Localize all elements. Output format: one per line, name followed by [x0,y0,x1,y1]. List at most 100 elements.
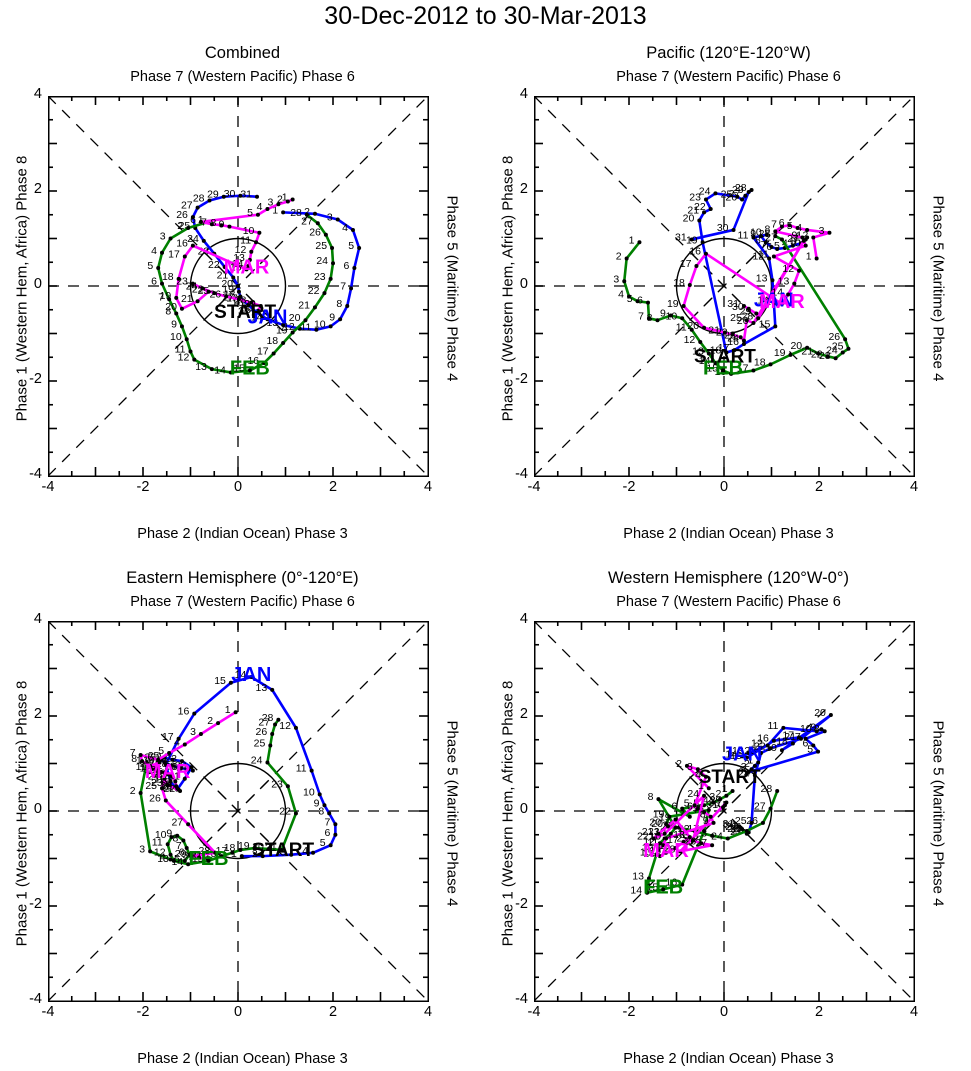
day-label: 23 [689,192,701,204]
day-label: 13 [732,745,744,757]
day-marker [756,760,761,765]
day-label: 14 [251,311,263,323]
day-marker [787,223,792,228]
y-tick-label: 0 [519,276,528,292]
day-label: 22 [308,285,320,297]
day-marker [178,789,183,794]
day-marker [228,370,233,375]
day-marker [181,838,186,843]
day-label: 25 [676,832,688,844]
day-marker [179,759,184,764]
day-marker [622,279,627,284]
day-label: 1 [698,780,704,792]
day-marker [270,732,275,737]
day-label: 17 [782,729,794,741]
day-label: 27 [148,755,160,767]
day-marker [265,317,270,322]
y-tick-label: 2 [33,181,42,197]
day-marker [160,281,164,286]
day-marker [247,368,252,373]
day-marker [333,822,338,827]
day-label: 26 [725,192,737,204]
diagonal-divider-1 [203,776,429,1002]
trajectory-feb [156,213,335,374]
day-marker [725,836,730,841]
day-label: 12 [684,334,696,346]
day-label: 1 [272,204,278,216]
day-label: 2 [130,785,136,797]
day-label: 1 [282,192,288,204]
day-label: 21 [181,293,193,305]
day-label: 28 [156,758,168,770]
day-label: 20 [790,340,802,352]
day-marker [247,257,252,262]
day-marker [797,268,802,273]
unit-circle [189,237,287,335]
day-marker [681,303,686,308]
day-label: 2 [744,758,750,770]
day-marker [236,289,241,294]
day-label: 28 [199,845,211,857]
day-marker [657,841,662,846]
unit-circle [675,762,773,860]
day-label: 3 [709,791,715,803]
day-marker [252,846,257,851]
day-label: 9 [171,318,177,330]
day-marker [266,847,271,851]
day-marker [190,281,195,286]
day-marker [814,729,819,734]
day-marker [768,362,773,367]
day-label: 5 [684,797,690,809]
day-marker [656,831,661,836]
day-label: 29 [207,189,219,201]
day-marker [759,751,764,756]
day-marker [258,303,263,308]
day-marker [330,246,335,250]
day-marker [706,351,711,356]
day-label: 8 [814,723,820,735]
day-label: 24 [316,255,328,267]
day-marker [801,238,806,243]
panel-title: Eastern Hemisphere (0°-120°E) [126,569,359,587]
day-marker [357,246,362,250]
day-marker [770,278,775,283]
day-label: 27 [765,231,777,243]
day-marker [238,847,243,852]
day-marker [154,768,159,773]
day-label: 10 [155,829,167,841]
x-tick-label: 0 [233,479,243,495]
day-marker [754,311,759,316]
day-label: 14 [214,364,226,376]
day-label: 7 [771,219,777,231]
day-label: 21 [801,345,813,357]
day-marker [230,850,235,855]
day-label: 13 [756,272,768,284]
day-label: 6 [671,801,677,813]
day-label: 17 [737,363,749,375]
day-marker [327,811,332,816]
day-marker [190,215,195,220]
day-marker [162,776,167,781]
day-marker [350,227,355,232]
x-tick-label: -4 [527,1004,541,1020]
day-marker [703,197,708,202]
day-marker [637,240,642,245]
day-label: 13 [778,276,790,288]
phase-diagram-svg: 1234567891011121314151617181920212223242… [534,96,915,477]
day-marker [680,806,685,811]
day-marker [779,748,784,753]
day-marker [795,226,800,231]
day-label: 31 [238,306,250,318]
day-label: 12 [283,321,295,333]
day-marker [219,223,224,228]
day-marker [168,779,173,784]
day-label: 16 [232,297,244,309]
day-marker [792,281,797,286]
day-label: 9 [329,311,335,323]
day-marker [212,291,217,296]
day-marker [655,318,660,323]
day-label: 15 [765,296,777,308]
day-label: 22 [163,783,175,795]
day-label: 31 [706,799,718,811]
day-label: 15 [706,363,718,375]
